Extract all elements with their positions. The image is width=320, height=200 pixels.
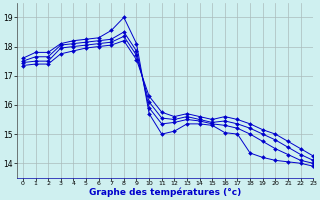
X-axis label: Graphe des températures (°c): Graphe des températures (°c) — [89, 188, 241, 197]
